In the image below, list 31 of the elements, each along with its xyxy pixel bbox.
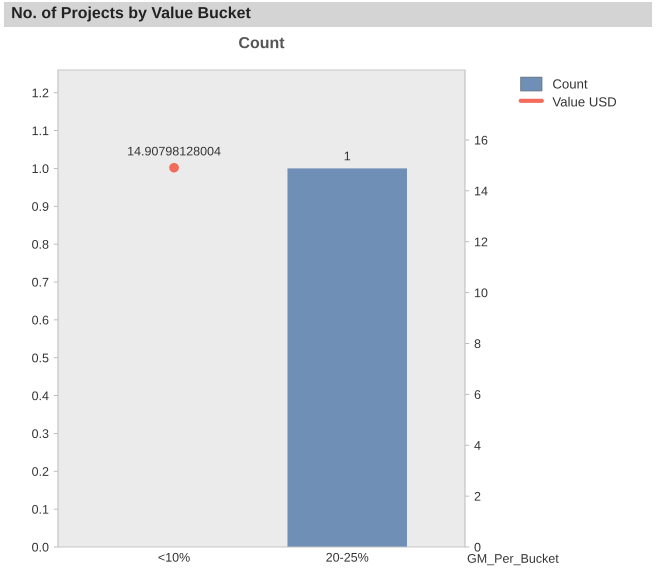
x-axis-title: GM_Per_Bucket <box>468 554 559 566</box>
y2-tick-label: 10 <box>474 288 488 298</box>
y-tick-label: 1.2 <box>32 88 48 98</box>
y-tick-label: 0.2 <box>32 467 48 476</box>
y-tick-label: 1.0 <box>32 164 48 174</box>
y2-tick-label: 12 <box>474 238 488 246</box>
legend-label: Value USD <box>552 96 616 107</box>
y-tick-label: 0.0 <box>32 542 48 552</box>
chart-subtitle: Count <box>239 36 284 48</box>
y2-tick-label: 8 <box>474 339 480 348</box>
y-tick-label: 1.1 <box>32 126 48 136</box>
y-tick-label: 0.6 <box>32 316 48 325</box>
x-tick-label: 20-25% <box>326 552 368 562</box>
legend-label: Count <box>553 79 588 89</box>
y2-tick-label: 2 <box>474 492 480 501</box>
y2-tick-label: 6 <box>474 390 480 400</box>
chart-title: No. of Projects by Value Bucket <box>12 6 251 22</box>
y-tick-label: 0.3 <box>32 429 48 438</box>
data-label: 1 <box>344 152 350 160</box>
y2-tick-label: 4 <box>474 441 481 450</box>
y2-tick-label: 14 <box>474 186 488 196</box>
x-tick-label: <10% <box>158 552 190 562</box>
data-label: 14.90798128004 <box>128 146 221 156</box>
y-tick-label: 0.8 <box>32 240 48 249</box>
y-tick-label: 0.5 <box>32 354 48 362</box>
y2-tick-label: 0 <box>474 542 480 552</box>
y-tick-label: 0.9 <box>32 202 48 211</box>
y2-tick-label: 16 <box>474 136 488 145</box>
y-tick-label: 0.7 <box>32 278 48 287</box>
y-tick-label: 0.4 <box>32 391 49 400</box>
y-tick-label: 0.1 <box>32 504 48 514</box>
